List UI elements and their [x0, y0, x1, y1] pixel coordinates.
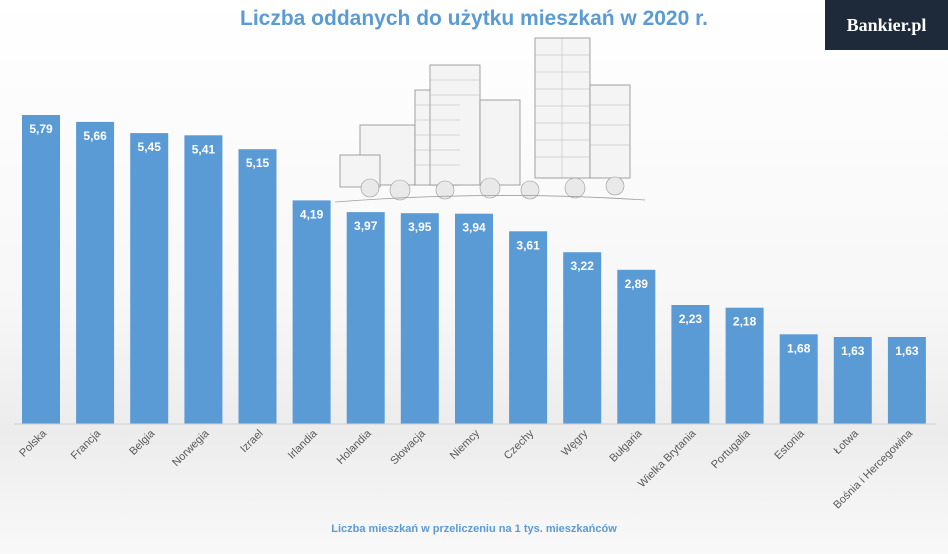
category-label-2: Francja: [69, 427, 104, 462]
buildings-illustration: [334, 37, 646, 203]
value-label-16: 1,63: [841, 344, 865, 358]
value-label-3: 5,45: [138, 140, 162, 154]
bar-2: [76, 121, 115, 425]
bar-7: [346, 212, 385, 424]
category-label-14: Portugalia: [709, 427, 753, 471]
bar-3: [130, 133, 169, 424]
value-label-7: 3,97: [354, 219, 378, 233]
category-label-8: Słowacja: [388, 427, 428, 467]
category-label-11: Węgry: [559, 427, 590, 458]
bar-8: [400, 213, 439, 424]
bar-12: [617, 269, 656, 424]
value-label-1: 5,79: [29, 122, 53, 136]
category-label-3: Belgia: [127, 427, 158, 458]
chart-title: Liczba oddanych do użytku mieszkań w 202…: [240, 7, 708, 30]
bar-9: [455, 213, 493, 424]
x-axis-caption: Liczba mieszkań w przeliczeniu na 1 tys.…: [331, 523, 617, 535]
bar-14: [725, 307, 764, 424]
category-label-4: Norwegia: [170, 427, 212, 469]
category-label-6: Irlandia: [286, 427, 321, 462]
value-label-17: 1,63: [895, 344, 919, 358]
value-label-15: 1,68: [787, 341, 811, 355]
value-label-4: 5,41: [192, 142, 216, 156]
bar-16: [833, 337, 872, 424]
category-label-13: Wielka Brytania: [636, 427, 699, 490]
value-label-12: 2,89: [625, 277, 649, 291]
bar-13: [671, 305, 710, 424]
value-label-11: 3,22: [571, 259, 595, 273]
value-label-5: 5,15: [246, 156, 270, 170]
category-label-12: Bułgaria: [607, 427, 645, 465]
bar-4: [184, 135, 223, 425]
category-label-15: Estonia: [772, 427, 807, 462]
bar-10: [509, 231, 548, 424]
value-label-14: 2,18: [733, 315, 757, 329]
bar-11: [563, 252, 602, 424]
category-label-1: Polska: [17, 427, 49, 459]
category-label-7: Holandia: [335, 427, 375, 467]
value-label-13: 2,23: [679, 312, 703, 326]
value-label-8: 3,95: [408, 220, 432, 234]
value-label-6: 4,19: [300, 207, 324, 221]
bar-15: [779, 334, 818, 424]
value-label-10: 3,61: [516, 238, 540, 252]
bar-17: [887, 337, 926, 424]
category-label-9: Niemcy: [448, 427, 483, 462]
bankier-logo: Bankier.pl: [825, 0, 948, 50]
value-label-2: 5,66: [83, 129, 107, 143]
category-label-10: Czechy: [502, 427, 537, 462]
bar-1: [22, 115, 60, 424]
category-label-5: Izrael: [238, 428, 266, 456]
bar-6: [292, 200, 331, 424]
bar-5: [238, 149, 277, 424]
value-label-9: 3,94: [462, 221, 486, 235]
category-label-16: Łotwa: [832, 427, 862, 457]
